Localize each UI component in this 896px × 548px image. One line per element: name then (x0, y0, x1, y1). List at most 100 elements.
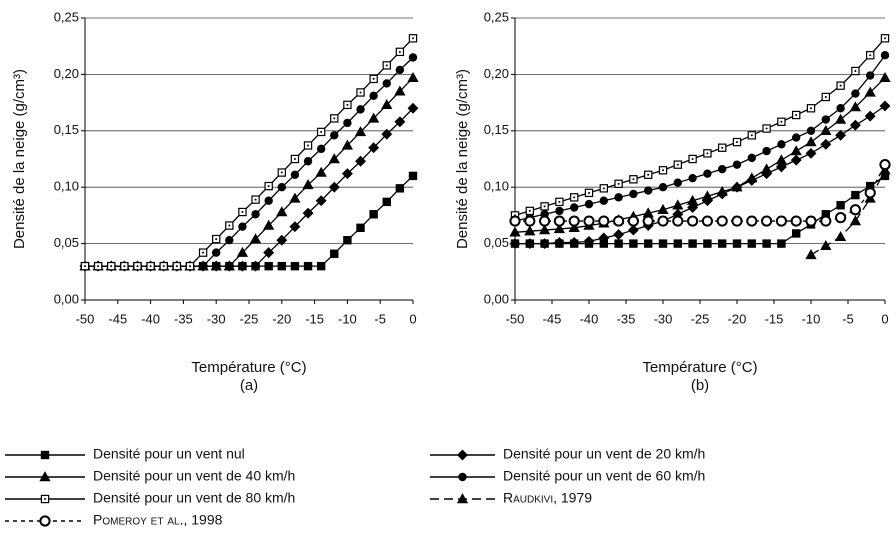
marker-dot (84, 265, 86, 268)
marker (598, 215, 610, 227)
marker (368, 112, 380, 123)
marker (732, 160, 742, 169)
y-tick-label: 0,20 (54, 66, 79, 81)
x-axis-label: Température (°C) (642, 359, 757, 376)
marker-dot (44, 498, 46, 500)
y-tick-label: 0,10 (484, 179, 509, 194)
marker (627, 224, 639, 236)
marker (849, 101, 862, 112)
marker-dot (188, 265, 191, 268)
marker (341, 139, 354, 150)
marker (568, 237, 580, 248)
marker (821, 115, 831, 124)
marker-dot (721, 146, 724, 149)
marker (264, 196, 273, 205)
marker (395, 65, 405, 75)
y-tick-label: 0,05 (484, 235, 509, 250)
marker (407, 71, 419, 82)
marker (316, 144, 326, 154)
x-tick-label: -45 (108, 311, 127, 326)
marker (382, 197, 391, 207)
y-tick-label: 0,25 (484, 9, 509, 24)
marker (658, 239, 668, 248)
marker (302, 207, 314, 219)
marker (820, 240, 832, 251)
marker (583, 215, 595, 227)
marker (672, 199, 684, 210)
marker-dot (267, 185, 270, 188)
marker-dot (780, 120, 783, 123)
marker (687, 202, 699, 213)
marker (458, 472, 467, 482)
marker (555, 206, 564, 216)
x-tick-label: -40 (580, 311, 599, 326)
marker (880, 51, 890, 60)
marker (790, 215, 802, 227)
marker (570, 203, 579, 212)
marker (805, 215, 817, 227)
marker-dot (280, 171, 283, 174)
marker (834, 113, 847, 124)
x-tick-label: -20 (272, 311, 291, 326)
marker-dot (136, 265, 139, 268)
x-tick-label: -50 (76, 311, 95, 326)
marker (644, 186, 653, 195)
marker (369, 91, 378, 101)
x-tick-label: -5 (842, 311, 854, 326)
marker (210, 260, 222, 271)
legend-label: Raudkivi, 1979 (503, 490, 592, 506)
marker (524, 225, 536, 236)
marker (747, 239, 757, 248)
marker (368, 142, 380, 154)
marker (457, 449, 468, 461)
y-tick-label: 0,05 (54, 235, 79, 250)
marker (251, 210, 260, 219)
marker (553, 215, 566, 227)
marker (328, 181, 340, 193)
marker (276, 206, 288, 217)
marker (849, 119, 861, 131)
marker (553, 237, 565, 248)
marker-dot (632, 178, 635, 181)
x-axis-label: Température (°C) (191, 359, 306, 376)
marker (289, 192, 301, 203)
marker (250, 260, 262, 272)
marker (673, 178, 683, 187)
marker (658, 182, 668, 192)
x-tick-label: -15 (305, 311, 324, 326)
series-line (514, 37, 886, 217)
marker-dot (123, 265, 126, 268)
marker (701, 190, 714, 201)
marker (836, 201, 845, 210)
marker (249, 233, 262, 244)
marker-dot (810, 107, 812, 110)
marker-dot (398, 50, 401, 53)
marker (315, 195, 327, 207)
marker (613, 215, 625, 227)
marker-dot (346, 103, 349, 106)
series-line (515, 164, 886, 222)
marker (381, 99, 393, 110)
x-tick-label: -45 (543, 311, 562, 326)
x-tick-label: -5 (374, 311, 386, 326)
marker (568, 215, 580, 227)
marker (879, 100, 891, 112)
marker-dot (691, 158, 694, 160)
marker (836, 104, 845, 113)
marker (539, 215, 551, 227)
marker (629, 239, 638, 248)
marker (775, 215, 788, 227)
marker (790, 154, 802, 166)
marker (805, 147, 817, 159)
x-tick-label: -35 (617, 311, 636, 326)
marker (686, 194, 699, 205)
marker (835, 212, 847, 224)
marker-dot (750, 134, 753, 137)
marker (747, 153, 757, 163)
marker-dot (824, 95, 827, 98)
marker-dot (149, 265, 152, 268)
marker (717, 239, 727, 248)
marker (330, 249, 339, 258)
y-tick-label: 0,00 (484, 291, 509, 306)
